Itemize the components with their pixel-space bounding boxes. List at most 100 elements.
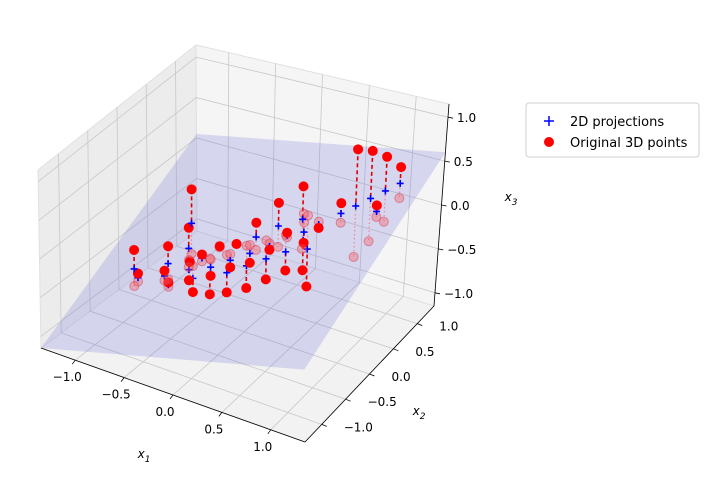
z-tick-label: 1.0 [457, 111, 476, 125]
original-point [280, 265, 291, 276]
original-point [205, 270, 216, 281]
original-point [367, 145, 378, 156]
projection-line-above [369, 150, 374, 199]
y-tick-label: −0.5 [368, 395, 397, 409]
y-tick-label: −1.0 [344, 420, 373, 434]
projection-line-above [354, 149, 359, 207]
grid-line-y [87, 130, 346, 400]
projection-point [282, 248, 290, 256]
legend-entry-projections: 2D projections [544, 115, 664, 130]
shadow-point [378, 216, 389, 227]
projection-point [130, 265, 138, 273]
grid-line-y [175, 61, 418, 325]
projection-line-above [301, 186, 305, 220]
legend-frame [525, 102, 700, 158]
original-point [241, 283, 252, 294]
original-point [163, 241, 174, 252]
grid-line-z [38, 97, 445, 221]
projection-point [381, 187, 389, 195]
original-point [336, 198, 347, 209]
y-tick-mark [345, 398, 351, 402]
y-tick-label: 0.5 [415, 345, 434, 359]
shadow-point [394, 193, 405, 204]
z-tick-mark [441, 204, 447, 207]
y-tick-label: 0.0 [392, 370, 411, 384]
shadow-point [205, 254, 216, 265]
original-point [214, 241, 225, 252]
plane-surface [41, 133, 446, 370]
grid-line-z [39, 177, 439, 299]
x-tick-mark [218, 412, 223, 417]
projection-line-above [384, 156, 388, 191]
original-point [282, 227, 293, 238]
shadow-point [272, 241, 283, 252]
projection-point [300, 228, 308, 236]
original-point [301, 281, 312, 292]
legend: 2D projections Original 3D points [525, 102, 700, 158]
shadow-point [163, 274, 174, 285]
z-tick-label: −0.5 [447, 243, 476, 257]
projection-line-above [305, 249, 309, 287]
z-tick-label: 0.5 [454, 155, 473, 169]
x-tick-mark [267, 429, 272, 435]
axis-ticks: −1.0 −0.5 0.0 0.5 1.0 −1.0 −0.5 0.0 0.5 1.0 −1.0 −0… [53, 111, 477, 454]
projection-plane [41, 133, 446, 370]
projection-point [303, 245, 311, 253]
original-point [204, 289, 215, 300]
original-point [298, 181, 309, 192]
shadow-point [296, 243, 307, 254]
projection-line-below [367, 198, 372, 242]
original-point [298, 237, 309, 248]
original-point [273, 197, 284, 208]
original-point [353, 144, 364, 155]
z-tick-mark [438, 248, 444, 251]
legend-label-original: Original 3D points [570, 136, 688, 151]
original-point [297, 265, 308, 276]
original-point [251, 217, 262, 228]
projection-point [337, 209, 345, 217]
x-tick-label: 1.0 [253, 440, 272, 454]
original-point [264, 244, 275, 255]
projection-point [252, 233, 260, 241]
z-axis-label: x3 [504, 190, 518, 208]
original-point [382, 151, 393, 162]
projection-point [185, 244, 193, 252]
projection-line-below [398, 183, 401, 199]
original-point [221, 287, 232, 298]
y-tick-mark [417, 323, 423, 327]
projection-point [367, 194, 375, 202]
grid-line-x [123, 63, 277, 378]
original-point [186, 184, 197, 195]
original-point [129, 244, 140, 255]
grid-line-x [270, 96, 417, 431]
axis-labels: x1 x2 x3 [137, 190, 518, 465]
shadow-point [335, 217, 346, 228]
x-tick-mark [71, 359, 76, 365]
legend-entry-original: Original 3D points [544, 136, 688, 151]
projection-line-below [353, 205, 357, 257]
original-point [196, 249, 207, 260]
z-tick-mark [434, 292, 441, 295]
shadow-point [129, 281, 140, 292]
x-tick-label: 0.0 [155, 405, 174, 419]
axes-panes [37, 43, 450, 443]
grid-line-y [58, 153, 322, 425]
projection-line-below [306, 215, 309, 250]
shadow-point [250, 244, 261, 255]
legend-label-projections: 2D projections [570, 115, 664, 130]
y-tick-mark [369, 373, 375, 377]
shadow-point [363, 236, 374, 247]
legend-circle-marker [544, 137, 554, 147]
grid-line-z [40, 218, 436, 337]
projection-point [188, 219, 196, 227]
x-tick-mark [169, 394, 174, 400]
projection-point [207, 263, 215, 271]
original-point [159, 265, 170, 276]
projection-point [262, 255, 270, 263]
grid-line-x [74, 52, 230, 361]
original-point [231, 239, 242, 250]
x-tick-label: 0.5 [204, 422, 223, 436]
z-tick-label: 0.0 [451, 199, 470, 213]
z-tick-label: −1.0 [444, 287, 473, 301]
